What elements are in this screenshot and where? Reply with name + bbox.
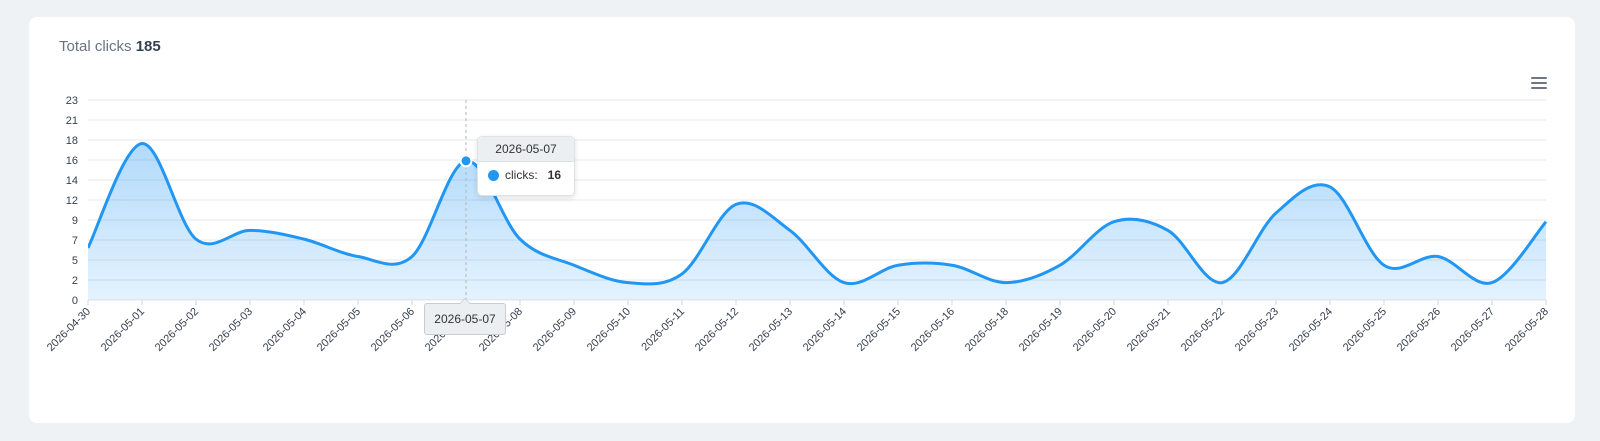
total-clicks-label: Total clicks — [59, 38, 132, 55]
x-tick-label: 2026-05-16 — [909, 306, 957, 354]
highlighted-data-point — [459, 154, 473, 168]
x-tick-label: 2026-04-30 — [45, 306, 93, 354]
y-axis: 0 2 5 7 9 12 14 16 18 21 23 — [66, 95, 78, 307]
points — [459, 154, 473, 168]
x-tick-label: 2026-05-24 — [1287, 306, 1335, 354]
crosshair-x-label: 2026-05-07 — [424, 298, 506, 335]
series-marker-icon — [488, 169, 499, 181]
tooltip-series-label: clicks: — [505, 168, 538, 182]
x-tick-label: 2026-05-13 — [747, 306, 795, 354]
x-tick-label: 2026-05-28 — [1503, 306, 1551, 354]
x-tick-label: 2026-05-27 — [1449, 306, 1497, 354]
total-clicks-value: 185 — [135, 38, 161, 55]
y-tick-label: 2 — [72, 275, 78, 287]
x-tick-label: 2026-05-06 — [369, 306, 417, 354]
x-tick-label: 2026-05-12 — [693, 306, 741, 354]
x-tick-label: 2026-05-02 — [153, 306, 201, 354]
tooltip-date: 2026-05-07 — [478, 137, 574, 162]
y-tick-label: 9 — [72, 215, 78, 227]
clicks-line — [88, 141, 1548, 286]
x-tick-label: 2026-05-18 — [963, 306, 1011, 354]
y-tick-label: 7 — [72, 235, 78, 247]
y-tick-label: 18 — [66, 135, 78, 147]
x-tick-label: 2026-05-19 — [1017, 306, 1065, 354]
tooltip-value: 16 — [547, 168, 562, 182]
x-tick-label: 2026-05-20 — [1071, 306, 1119, 354]
chart-title: Total clicks 185 — [59, 38, 161, 55]
tooltip: 2026-05-07 clicks: 16 — [477, 136, 575, 196]
y-tick-label: 21 — [66, 115, 78, 127]
x-tick-label: 2026-05-22 — [1179, 306, 1227, 354]
y-tick-label: 12 — [66, 195, 78, 207]
x-tick-label: 2026-05-05 — [315, 306, 363, 354]
y-tick-label: 14 — [66, 175, 78, 187]
y-tick-label: 23 — [66, 95, 78, 107]
clicks-area — [88, 143, 1546, 300]
x-tick-label: 2026-05-10 — [585, 306, 633, 354]
x-tick-label: 2026-05-14 — [801, 306, 849, 354]
x-tick-label: 2026-05-15 — [855, 306, 903, 354]
x-tick-label: 2026-05-23 — [1233, 306, 1281, 354]
x-tick-label: 2026-05-26 — [1395, 306, 1443, 354]
y-tick-label: 0 — [72, 295, 78, 307]
x-tick-label: 2026-05-04 — [261, 306, 309, 354]
x-tick-label: 2026-05-11 — [639, 306, 687, 354]
x-tick-label: 2026-05-21 — [1125, 306, 1173, 354]
y-tick-label: 5 — [72, 255, 78, 267]
x-tick-label: 2026-05-25 — [1341, 306, 1389, 354]
x-tick-label: 2026-05-09 — [531, 306, 579, 354]
tooltip-body: clicks: 16 — [478, 162, 574, 188]
hamburger-menu-icon[interactable] — [1531, 77, 1547, 89]
x-tick-label: 2026-05-01 — [99, 306, 147, 354]
x-axis: 2026-04-30 2026-05-01 2026-05-02 2026-05-03… — [45, 300, 1551, 354]
x-tick-label: 2026-05-03 — [207, 306, 255, 354]
y-tick-label: 16 — [66, 155, 78, 167]
